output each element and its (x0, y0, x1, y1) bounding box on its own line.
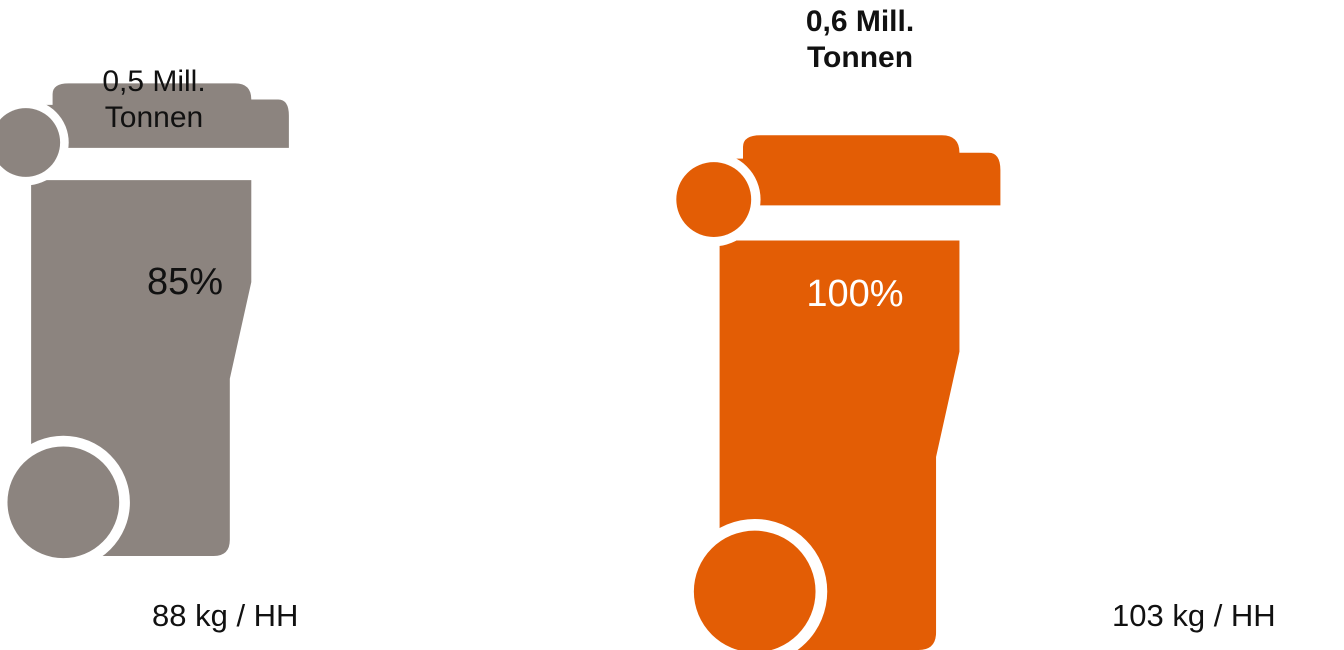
amount-label-left: 0,5 Mill. Tonnen (64, 64, 244, 136)
waste-bin-gray (0, 83, 289, 569)
amount-label-right-line1: 0,6 Mill. (805, 5, 915, 38)
hinge (0, 108, 61, 177)
per-household-left: 88 kg / HH (152, 598, 299, 633)
per-household-right: 103 kg / HH (1112, 598, 1276, 633)
wheel (7, 446, 120, 559)
amount-label-right: 0,6 Mill. Tonnen (760, 4, 960, 76)
hinge (676, 162, 752, 237)
amount-label-left-line2: Tonnen (104, 101, 204, 134)
percent-label-right: 100% (806, 273, 904, 315)
wheel (693, 530, 816, 650)
waste-bin-orange (666, 135, 1001, 650)
percent-label-left: 85% (146, 261, 224, 303)
bin-lid (684, 135, 1001, 206)
amount-label-right-line2: Tonnen (806, 41, 914, 74)
amount-label-left-line1: 0,5 Mill. (102, 65, 206, 98)
bin-lid (0, 83, 289, 148)
